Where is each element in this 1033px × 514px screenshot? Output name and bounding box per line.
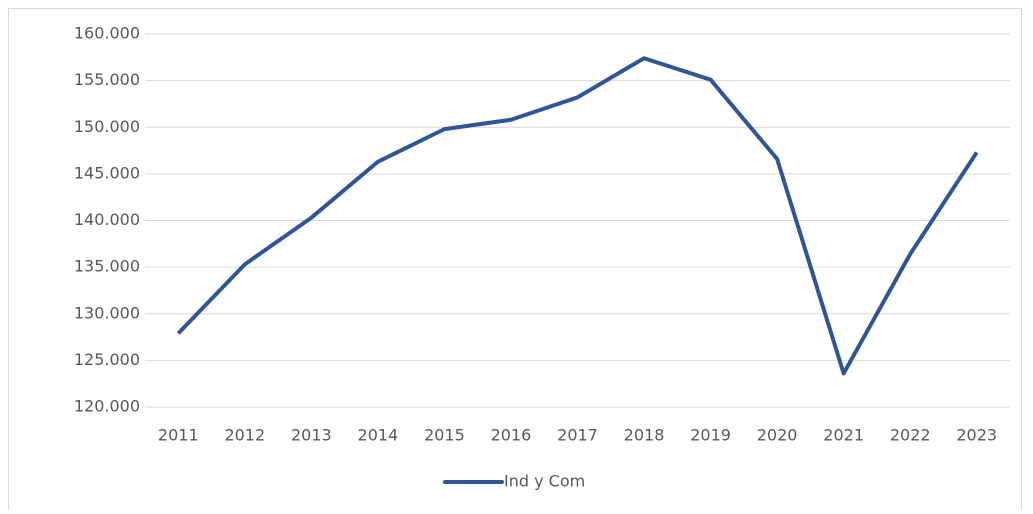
line-series xyxy=(176,56,979,376)
x-tick-label: 2014 xyxy=(358,426,399,445)
x-tick-label: 2011 xyxy=(158,426,199,445)
x-tick-label: 2018 xyxy=(624,426,665,445)
y-tick-label: 150.000 xyxy=(74,117,140,136)
x-tick-label: 2019 xyxy=(690,426,731,445)
x-tick-label: 2022 xyxy=(890,426,931,445)
x-tick-label: 2015 xyxy=(424,426,465,445)
x-tick-label: 2023 xyxy=(956,426,997,445)
x-tick-label: 2016 xyxy=(491,426,532,445)
y-tick-label: 140.000 xyxy=(74,210,140,229)
y-tick-label: 155.000 xyxy=(74,70,140,89)
x-tick-label: 2012 xyxy=(224,426,265,445)
y-tick-label: 125.000 xyxy=(74,350,140,369)
x-tick-label: 2020 xyxy=(757,426,798,445)
x-tick-label: 2021 xyxy=(823,426,864,445)
y-tick-label: 160.000 xyxy=(74,24,140,43)
y-tick-label: 145.000 xyxy=(74,163,140,182)
x-tick-label: 2013 xyxy=(291,426,332,445)
x-tick-label: 2017 xyxy=(557,426,598,445)
y-tick-label: 130.000 xyxy=(74,303,140,322)
legend-label: Ind y Com xyxy=(504,472,585,491)
chart-frame xyxy=(8,8,1022,514)
y-tick-label: 135.000 xyxy=(74,257,140,276)
y-tick-label: 120.000 xyxy=(74,397,140,416)
